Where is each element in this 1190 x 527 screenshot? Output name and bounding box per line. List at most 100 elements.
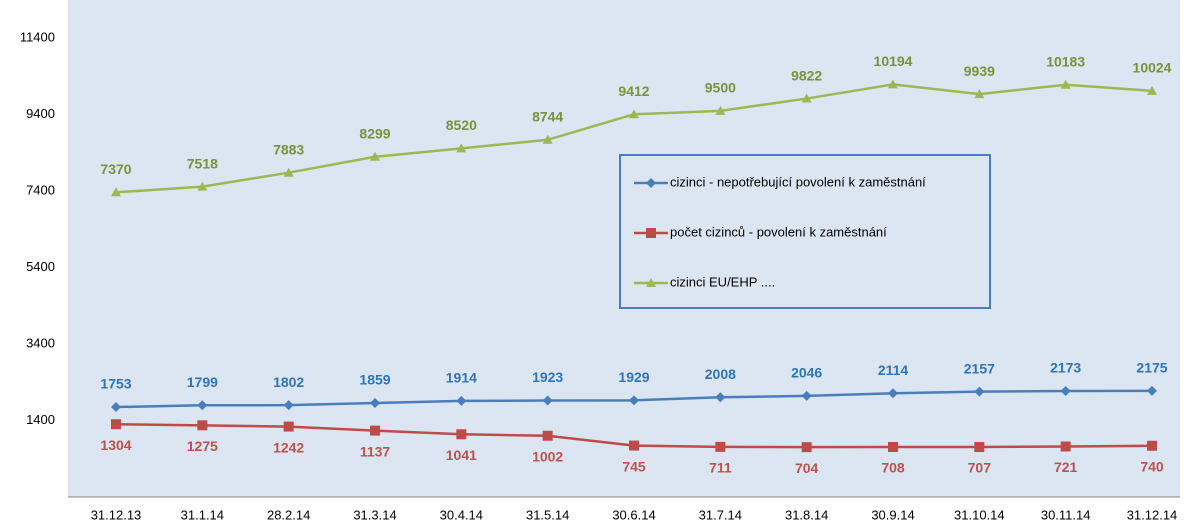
x-tick-label: 31.3.14 xyxy=(353,507,396,522)
x-tick-label: 31.5.14 xyxy=(526,507,569,522)
data-label: 1929 xyxy=(618,369,649,385)
data-label: 7518 xyxy=(187,155,218,171)
marker xyxy=(801,442,812,453)
data-label: 1137 xyxy=(360,443,391,459)
legend-box xyxy=(619,154,991,309)
marker xyxy=(888,79,898,89)
marker xyxy=(370,397,380,408)
marker xyxy=(370,151,380,161)
marker xyxy=(801,93,812,103)
y-tick-label: 1400 xyxy=(26,412,55,427)
marker xyxy=(801,390,812,401)
marker xyxy=(629,109,639,119)
data-label: 721 xyxy=(1054,459,1078,475)
marker xyxy=(646,228,656,238)
data-label: 9822 xyxy=(791,67,822,83)
data-label: 1923 xyxy=(532,369,563,385)
marker xyxy=(646,278,656,287)
marker xyxy=(197,181,208,191)
marker xyxy=(111,419,121,430)
marker xyxy=(111,187,121,197)
marker xyxy=(715,105,726,115)
marker xyxy=(197,400,208,411)
marker xyxy=(974,386,985,397)
marker xyxy=(888,388,898,399)
legend-label: cizinci EU/EHP .... xyxy=(670,274,775,289)
x-tick-label: 28.2.14 xyxy=(267,507,310,522)
marker xyxy=(715,441,726,452)
marker xyxy=(111,402,121,413)
data-label: 1799 xyxy=(187,374,218,390)
marker xyxy=(542,430,553,441)
marker xyxy=(1147,440,1157,451)
marker xyxy=(456,143,467,153)
marker xyxy=(646,178,656,188)
data-label: 8520 xyxy=(446,117,477,133)
data-label: 8744 xyxy=(532,108,563,124)
y-tick-label: 5400 xyxy=(26,259,55,274)
data-label: 1859 xyxy=(359,372,390,388)
data-label: 2046 xyxy=(791,365,822,381)
x-tick-label: 30.9.14 xyxy=(871,507,914,522)
data-label: 1802 xyxy=(273,374,304,390)
data-label: 9500 xyxy=(705,80,736,96)
data-label: 9412 xyxy=(618,83,649,99)
legend-label: cizinci - nepotřebující povolení k zaměs… xyxy=(670,174,926,189)
data-label: 707 xyxy=(968,460,992,476)
marker xyxy=(197,420,208,431)
x-tick-label: 31.1.14 xyxy=(181,507,224,522)
legend-label: počet cizinců - povolení k zaměstnání xyxy=(670,224,887,239)
marker xyxy=(629,440,639,451)
y-tick-label: 7400 xyxy=(26,183,55,198)
data-label: 1242 xyxy=(273,439,304,455)
data-label: 8299 xyxy=(359,125,390,141)
marker xyxy=(1060,441,1071,452)
marker xyxy=(1147,85,1157,95)
marker xyxy=(456,429,467,440)
marker xyxy=(629,395,639,406)
data-label: 1275 xyxy=(187,438,218,454)
data-label: 2008 xyxy=(705,366,736,382)
data-label: 9939 xyxy=(964,63,995,79)
data-label: 10024 xyxy=(1133,60,1172,76)
data-label: 2175 xyxy=(1136,360,1167,376)
marker xyxy=(974,89,985,99)
marker xyxy=(1147,385,1157,396)
marker xyxy=(370,425,380,436)
x-tick-label: 31.12.14 xyxy=(1127,507,1178,522)
data-label: 1304 xyxy=(100,437,131,453)
y-tick-label: 3400 xyxy=(26,336,55,351)
marker xyxy=(974,442,985,453)
x-tick-label: 31.10.14 xyxy=(954,507,1005,522)
data-label: 7370 xyxy=(100,161,131,177)
data-label: 1753 xyxy=(100,376,131,392)
x-tick-label: 31.12.13 xyxy=(91,507,142,522)
data-label: 704 xyxy=(795,460,819,476)
marker xyxy=(283,167,294,177)
marker xyxy=(1060,385,1071,396)
y-tick-label: 11400 xyxy=(20,30,55,45)
marker xyxy=(715,392,726,403)
data-label: 740 xyxy=(1140,458,1164,474)
marker xyxy=(542,134,553,144)
data-label: 1002 xyxy=(532,448,563,464)
data-label: 1914 xyxy=(446,370,477,386)
marker xyxy=(888,441,898,452)
marker xyxy=(283,400,294,411)
marker xyxy=(1060,79,1071,89)
data-label: 10183 xyxy=(1046,53,1085,69)
x-tick-label: 30.6.14 xyxy=(612,507,655,522)
data-label: 745 xyxy=(622,458,646,474)
data-label: 2173 xyxy=(1050,360,1081,376)
data-label: 10194 xyxy=(874,53,913,69)
data-label: 1041 xyxy=(446,447,477,463)
x-tick-label: 30.11.14 xyxy=(1041,507,1091,522)
x-tick-label: 31.8.14 xyxy=(785,507,828,522)
y-tick-label: 9400 xyxy=(26,106,55,121)
data-label: 2157 xyxy=(964,360,995,376)
marker xyxy=(283,421,294,432)
data-label: 711 xyxy=(709,460,732,476)
x-tick-label: 31.7.14 xyxy=(699,507,742,522)
x-tick-label: 30.4.14 xyxy=(440,507,483,522)
